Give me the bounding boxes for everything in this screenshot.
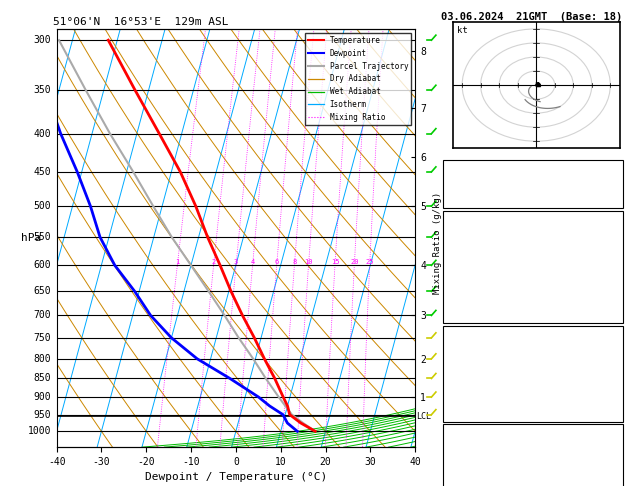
Text: 17.7: 17.7 — [596, 231, 619, 241]
Text: Surface: Surface — [513, 215, 554, 225]
Text: 318: 318 — [601, 263, 619, 273]
Text: 8: 8 — [292, 260, 296, 265]
Text: 03.06.2024  21GMT  (Base: 18): 03.06.2024 21GMT (Base: 18) — [441, 12, 622, 22]
Text: 20: 20 — [350, 260, 359, 265]
Text: 2.6: 2.6 — [601, 196, 619, 206]
Text: 1: 1 — [175, 260, 179, 265]
Text: 700: 700 — [33, 311, 51, 320]
Text: 0: 0 — [613, 444, 619, 454]
Text: Most Unstable: Most Unstable — [495, 330, 571, 339]
Text: 1000: 1000 — [596, 346, 619, 355]
Text: 750: 750 — [33, 333, 51, 343]
Text: 45: 45 — [607, 180, 619, 190]
Text: 450: 450 — [33, 167, 51, 177]
Text: 650: 650 — [33, 286, 51, 296]
Text: Dewp (°C): Dewp (°C) — [447, 247, 500, 257]
Text: 600: 600 — [33, 260, 51, 270]
Text: 4: 4 — [250, 260, 255, 265]
Text: 13.7: 13.7 — [596, 247, 619, 257]
Text: K: K — [447, 164, 453, 174]
Text: kt: kt — [457, 26, 467, 35]
Text: 28: 28 — [607, 164, 619, 174]
Text: 79: 79 — [607, 295, 619, 305]
Text: CIN (J): CIN (J) — [447, 410, 488, 419]
Text: 300: 300 — [33, 35, 51, 45]
Text: Hodograph: Hodograph — [506, 428, 560, 438]
Text: 51°06'N  16°53'E  129m ASL: 51°06'N 16°53'E 129m ASL — [53, 17, 228, 27]
Text: 1: 1 — [613, 410, 619, 419]
Text: 900: 900 — [33, 392, 51, 402]
Text: Lifted Index: Lifted Index — [447, 279, 518, 289]
Text: EH: EH — [447, 444, 459, 454]
Text: CAPE (J): CAPE (J) — [447, 295, 494, 305]
Text: 800: 800 — [33, 354, 51, 364]
Text: 2: 2 — [613, 279, 619, 289]
Text: 25: 25 — [365, 260, 374, 265]
Text: Mixing Ratio (g/kg): Mixing Ratio (g/kg) — [433, 192, 442, 294]
Text: PW (cm): PW (cm) — [447, 196, 488, 206]
Text: © weatheronline.co.uk: © weatheronline.co.uk — [479, 471, 584, 480]
Text: θₑ(K): θₑ(K) — [447, 263, 477, 273]
Text: 550: 550 — [33, 232, 51, 242]
Text: Temp (°C): Temp (°C) — [447, 231, 500, 241]
Text: 329°: 329° — [596, 476, 619, 486]
Text: 500: 500 — [33, 201, 51, 211]
Text: 1: 1 — [613, 311, 619, 321]
Text: θₑ (K): θₑ (K) — [447, 362, 482, 371]
Text: CAPE (J): CAPE (J) — [447, 394, 494, 403]
Text: 950: 950 — [33, 410, 51, 419]
Text: 79: 79 — [607, 394, 619, 403]
Text: CIN (J): CIN (J) — [447, 311, 488, 321]
Text: 10: 10 — [304, 260, 313, 265]
Text: 400: 400 — [33, 129, 51, 139]
Text: 1000: 1000 — [28, 426, 51, 436]
Text: 15: 15 — [331, 260, 339, 265]
Legend: Temperature, Dewpoint, Parcel Trajectory, Dry Adiabat, Wet Adiabat, Isotherm, Mi: Temperature, Dewpoint, Parcel Trajectory… — [305, 33, 411, 125]
Text: LCL: LCL — [416, 412, 431, 421]
Text: 3: 3 — [234, 260, 238, 265]
Text: hPa: hPa — [21, 233, 42, 243]
Y-axis label: km
ASL: km ASL — [445, 227, 462, 249]
Text: 850: 850 — [33, 373, 51, 383]
Text: -1: -1 — [607, 460, 619, 470]
Text: Pressure (mb): Pressure (mb) — [447, 346, 523, 355]
Text: 6: 6 — [274, 260, 279, 265]
X-axis label: Dewpoint / Temperature (°C): Dewpoint / Temperature (°C) — [145, 472, 327, 483]
Text: StmDir: StmDir — [447, 476, 482, 486]
Text: 2: 2 — [211, 260, 216, 265]
Text: 2: 2 — [613, 378, 619, 387]
Text: Lifted Index: Lifted Index — [447, 378, 518, 387]
Text: 318: 318 — [601, 362, 619, 371]
Text: 350: 350 — [33, 85, 51, 95]
Text: Totals Totals: Totals Totals — [447, 180, 523, 190]
Text: SREH: SREH — [447, 460, 470, 470]
